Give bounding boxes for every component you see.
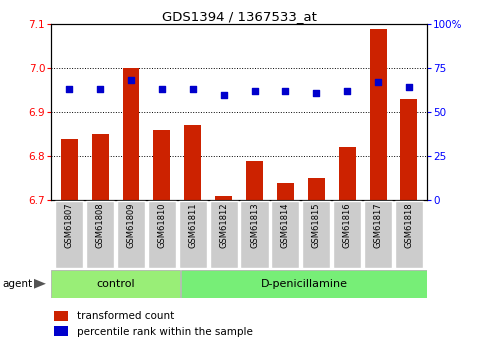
- FancyBboxPatch shape: [302, 201, 330, 268]
- FancyBboxPatch shape: [364, 201, 392, 268]
- Bar: [185, 125, 201, 200]
- Text: GSM61810: GSM61810: [157, 203, 166, 248]
- Text: GSM61814: GSM61814: [281, 203, 290, 248]
- Bar: [215, 196, 232, 200]
- Bar: [369, 29, 386, 200]
- Point: [343, 88, 351, 94]
- Point: [374, 79, 382, 85]
- Point: [65, 87, 73, 92]
- Text: GSM61809: GSM61809: [127, 203, 136, 248]
- FancyBboxPatch shape: [86, 201, 114, 268]
- Text: GSM61816: GSM61816: [342, 203, 352, 248]
- FancyBboxPatch shape: [55, 201, 83, 268]
- Polygon shape: [34, 279, 46, 289]
- Bar: [61, 138, 78, 200]
- Point: [96, 87, 104, 92]
- FancyBboxPatch shape: [51, 270, 180, 298]
- Bar: [246, 160, 263, 200]
- Bar: [277, 183, 294, 200]
- Text: GSM61811: GSM61811: [188, 203, 197, 248]
- Text: D-penicillamine: D-penicillamine: [261, 279, 348, 289]
- Text: GSM61807: GSM61807: [65, 203, 74, 248]
- FancyBboxPatch shape: [181, 270, 427, 298]
- Text: GSM61808: GSM61808: [96, 203, 105, 248]
- FancyBboxPatch shape: [333, 201, 361, 268]
- Text: control: control: [96, 279, 135, 289]
- Bar: [308, 178, 325, 200]
- Text: GSM61818: GSM61818: [404, 203, 413, 248]
- Text: percentile rank within the sample: percentile rank within the sample: [77, 327, 253, 337]
- Point: [282, 88, 289, 94]
- Text: GSM61815: GSM61815: [312, 203, 321, 248]
- Point: [220, 92, 227, 97]
- FancyBboxPatch shape: [271, 201, 299, 268]
- Point: [189, 87, 197, 92]
- Text: GSM61813: GSM61813: [250, 203, 259, 248]
- Text: transformed count: transformed count: [77, 312, 174, 321]
- Bar: [55, 310, 68, 321]
- Bar: [123, 68, 140, 200]
- FancyBboxPatch shape: [241, 201, 269, 268]
- Bar: [55, 326, 68, 336]
- Point: [158, 87, 166, 92]
- Bar: [92, 134, 109, 200]
- Title: GDS1394 / 1367533_at: GDS1394 / 1367533_at: [162, 10, 316, 23]
- Bar: [400, 99, 417, 200]
- Point: [251, 88, 258, 94]
- Point: [405, 85, 413, 90]
- FancyBboxPatch shape: [395, 201, 423, 268]
- FancyBboxPatch shape: [179, 201, 207, 268]
- FancyBboxPatch shape: [210, 201, 238, 268]
- Point: [313, 90, 320, 96]
- Text: GSM61812: GSM61812: [219, 203, 228, 248]
- FancyBboxPatch shape: [148, 201, 176, 268]
- Bar: [339, 147, 355, 200]
- Point: [127, 78, 135, 83]
- Text: agent: agent: [2, 279, 32, 289]
- FancyBboxPatch shape: [117, 201, 145, 268]
- Bar: [154, 130, 170, 200]
- Text: GSM61817: GSM61817: [373, 203, 383, 248]
